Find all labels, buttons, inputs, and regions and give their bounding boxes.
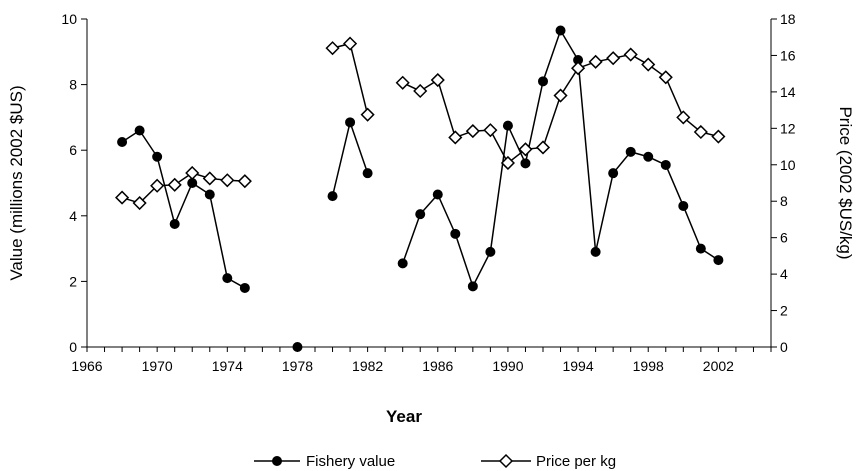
data-point <box>204 172 216 184</box>
data-point <box>327 42 339 54</box>
y2-axis-title: Price (2002 $US/kg) <box>836 106 855 259</box>
data-point <box>714 256 723 265</box>
data-point <box>660 71 672 83</box>
data-point <box>449 131 461 143</box>
axes: 0 2 4 6 8 10 0 2 4 6 8 10 12 14 16 18 1966 1970 1974 1978 19… <box>61 11 795 374</box>
data-point <box>679 201 688 210</box>
data-point <box>539 77 548 86</box>
x-tick-label: 1986 <box>422 358 453 374</box>
y2-tick-label: 10 <box>780 157 796 173</box>
data-point <box>503 121 512 130</box>
data-point <box>433 190 442 199</box>
series-fishery-value <box>118 26 723 352</box>
data-point <box>240 283 249 292</box>
x-axis-title: Year <box>386 407 422 426</box>
y-axis-title: Value (millions 2002 $US) <box>7 85 26 280</box>
data-point <box>486 247 495 256</box>
y-tick-label: 4 <box>69 208 77 224</box>
data-point <box>186 167 198 179</box>
data-point <box>153 152 162 161</box>
data-point <box>414 85 426 97</box>
legend-marker-price-per-kg <box>500 455 512 467</box>
data-point <box>468 282 477 291</box>
data-point <box>626 147 635 156</box>
y2-tick-label: 14 <box>780 84 796 100</box>
x-tick-label: 1982 <box>352 358 383 374</box>
series-line <box>403 55 719 163</box>
data-point <box>118 138 127 147</box>
data-point <box>556 26 565 35</box>
data-point <box>135 126 144 135</box>
x-tick-label: 1966 <box>71 358 102 374</box>
data-point <box>328 192 337 201</box>
y-tick-label: 2 <box>69 273 77 289</box>
data-point <box>432 74 444 86</box>
x-tick-label: 1974 <box>212 358 243 374</box>
data-point <box>712 131 724 143</box>
y2-tick-label: 0 <box>780 339 788 355</box>
data-point <box>467 125 479 137</box>
y-tick-label: 6 <box>69 142 77 158</box>
data-point <box>572 62 584 74</box>
y-tick-label: 10 <box>61 11 77 27</box>
data-point <box>644 152 653 161</box>
series-price-per-kg <box>116 38 724 209</box>
data-point <box>696 244 705 253</box>
data-point <box>591 247 600 256</box>
data-point <box>590 56 602 68</box>
series-line <box>403 30 719 286</box>
y2-tick-label: 16 <box>780 47 796 63</box>
legend: Fishery value Price per kg <box>254 453 616 470</box>
data-point <box>205 190 214 199</box>
data-point <box>170 220 179 229</box>
y2-tick-label: 12 <box>780 120 796 136</box>
legend-label-price-per-kg: Price per kg <box>536 453 616 470</box>
y-tick-label: 8 <box>69 77 77 93</box>
legend-marker-fishery-value <box>273 457 282 466</box>
x-tick-label: 1978 <box>282 358 313 374</box>
x-tick-label: 2002 <box>703 358 734 374</box>
data-point <box>625 49 637 61</box>
data-point <box>169 179 181 191</box>
series-layer <box>116 26 724 352</box>
x-tick-label: 1994 <box>562 358 593 374</box>
data-point <box>609 169 618 178</box>
x-tick-label: 1990 <box>492 358 523 374</box>
y2-tick-label: 2 <box>780 303 788 319</box>
data-point <box>293 343 302 352</box>
legend-label-fishery-value: Fishery value <box>306 453 395 470</box>
data-point <box>416 210 425 219</box>
data-point <box>555 90 567 102</box>
data-point <box>344 38 356 50</box>
y2-tick-label: 18 <box>780 11 796 27</box>
data-point <box>537 141 549 153</box>
data-point <box>346 118 355 127</box>
y2-tick-label: 4 <box>780 266 788 282</box>
series-line <box>122 131 245 288</box>
data-point <box>362 109 374 121</box>
data-point <box>397 77 409 89</box>
data-point <box>239 175 251 187</box>
x-tick-label: 1998 <box>633 358 664 374</box>
data-point <box>451 229 460 238</box>
y2-tick-label: 8 <box>780 193 788 209</box>
y2-tick-label: 6 <box>780 230 788 246</box>
series-line <box>333 122 368 196</box>
data-point <box>521 159 530 168</box>
data-point <box>363 169 372 178</box>
data-point <box>221 174 233 186</box>
data-point <box>223 274 232 283</box>
data-point <box>661 160 670 169</box>
data-point <box>398 259 407 268</box>
x-tick-label: 1970 <box>142 358 173 374</box>
series-line <box>333 44 368 115</box>
data-point <box>642 59 654 71</box>
data-point <box>484 124 496 136</box>
data-point <box>607 52 619 64</box>
data-point <box>116 192 128 204</box>
y-tick-label: 0 <box>69 339 77 355</box>
